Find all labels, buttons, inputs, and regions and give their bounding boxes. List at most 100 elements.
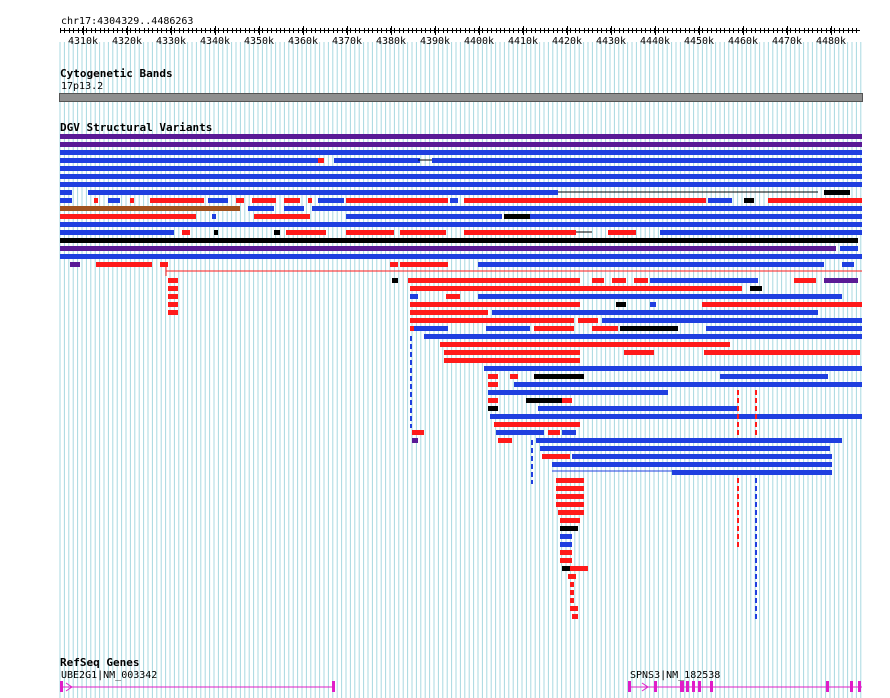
dgv-variant-bar (768, 198, 862, 203)
dgv-variant-bar (562, 398, 572, 403)
ruler-minor-tick (438, 28, 440, 33)
ruler-tick-label: 4450k (683, 36, 715, 47)
dgv-variant-bar (556, 478, 584, 483)
dgv-variant-bar (424, 334, 862, 339)
ruler-tick-label: 4420k (551, 36, 583, 47)
gene-exon (698, 681, 701, 692)
ruler-minor-tick (68, 28, 70, 33)
ruler-minor-tick (786, 28, 787, 33)
ruler-tick-mark (699, 26, 700, 35)
ruler-minor-tick (390, 28, 391, 33)
ruler-minor-tick (218, 28, 220, 33)
dgv-variant-bar (624, 350, 654, 355)
ruler-minor-tick (368, 28, 369, 33)
ruler-tick-mark (523, 26, 524, 35)
ruler-minor-tick (777, 28, 779, 33)
ruler-axis (60, 30, 860, 31)
dgv-variant-bar (612, 278, 626, 283)
ruler-minor-tick (614, 28, 616, 33)
dgv-variant-bar (236, 198, 244, 203)
dgv-variant-bar (60, 206, 240, 211)
dgv-variant-bar (60, 142, 862, 147)
dgv-variant-bar (504, 214, 530, 219)
dgv-variant-bar (570, 598, 574, 603)
dgv-variant-bar (616, 302, 626, 307)
dgv-variant-bar (702, 302, 862, 307)
gene-label-spns3[interactable]: SPNS3|NM_182538 (630, 670, 721, 681)
dgv-variant-bar (556, 502, 584, 507)
dgv-variant-bar (572, 454, 832, 459)
dgv-variant-bar (650, 278, 758, 283)
dgv-variant-bar (540, 446, 830, 451)
dgv-variant-bar (498, 438, 512, 443)
dgv-variant-bar (60, 174, 862, 179)
dgv-variant-bar (60, 230, 174, 235)
dgv-variant-bar (60, 190, 72, 195)
gene-exon (654, 681, 657, 692)
dgv-variant-bar (672, 470, 832, 475)
dgv-variant-bar (704, 350, 860, 355)
dgv-variant-bar (390, 262, 398, 267)
ruler-minor-tick (324, 28, 325, 33)
ruler-minor-tick (574, 28, 576, 33)
ruler-minor-tick (579, 28, 581, 33)
ruler-tick-mark (83, 26, 84, 35)
dgv-variant-bar (720, 374, 828, 379)
ruler-minor-tick (429, 28, 431, 33)
ruler-minor-tick (658, 28, 660, 33)
ruler-minor-tick (354, 28, 356, 33)
ruler-minor-tick (742, 28, 743, 33)
dgv-variant-bar (488, 406, 498, 411)
ruler-minor-tick (667, 28, 669, 33)
ruler-minor-tick (618, 28, 620, 33)
ruler-minor-tick (288, 28, 290, 33)
dgv-variant-bar (478, 294, 842, 299)
dgv-variant-bar (650, 302, 656, 307)
dgv-variant-bar (444, 358, 580, 363)
gene-exon (686, 681, 689, 692)
ruler-minor-tick (491, 28, 493, 33)
dgv-variant-bar (94, 198, 98, 203)
ruler-minor-tick (684, 28, 686, 33)
dgv-variant-bar (60, 246, 836, 251)
ruler-minor-tick (258, 28, 259, 33)
ruler-minor-tick (90, 28, 92, 33)
ruler-tick-label: 4330k (155, 36, 187, 47)
ruler-tick-mark (743, 26, 744, 35)
gene-intron (65, 686, 73, 692)
dgv-variant-bar (214, 230, 218, 235)
dgv-track-title[interactable]: DGV Structural Variants (60, 121, 213, 134)
cytoband-track-title[interactable]: Cytogenetic Bands (60, 67, 173, 80)
ruler-minor-tick (82, 28, 83, 33)
dgv-variant-bar (160, 262, 168, 267)
dgv-variant-bar (60, 238, 858, 243)
dgv-variant-bar (88, 190, 558, 195)
ruler-minor-tick (768, 28, 770, 33)
ruler-tick-label: 4390k (419, 36, 451, 47)
gene-label-ube2g1[interactable]: UBE2G1|NM_003342 (61, 670, 158, 681)
ruler-minor-tick (244, 28, 246, 33)
ruler-minor-tick (99, 28, 101, 33)
ruler-tick-mark (347, 26, 348, 35)
ruler-minor-tick (689, 28, 691, 33)
dgv-variant-bar (534, 374, 584, 379)
dgv-variant-bar (392, 278, 398, 283)
dgv-variant-bar (414, 326, 448, 331)
ruler-tick-label: 4340k (199, 36, 231, 47)
dgv-variant-bar (400, 262, 448, 267)
dgv-variant-bar (70, 262, 80, 267)
ruler-minor-tick (570, 28, 572, 33)
cytoband-17p13-2[interactable] (59, 93, 863, 102)
ruler-minor-tick (482, 28, 484, 33)
dgv-variant-bar (488, 382, 498, 387)
ruler-minor-tick (852, 28, 853, 33)
ruler-minor-tick (407, 28, 409, 33)
dgv-variant-bar (562, 566, 570, 571)
dgv-variant-bar (440, 342, 730, 347)
ruler-tick-label: 4400k (463, 36, 495, 47)
dgv-variant-bar (414, 198, 448, 203)
ruler-minor-tick (623, 28, 625, 33)
refseq-track-title[interactable]: RefSeq Genes (60, 656, 140, 669)
